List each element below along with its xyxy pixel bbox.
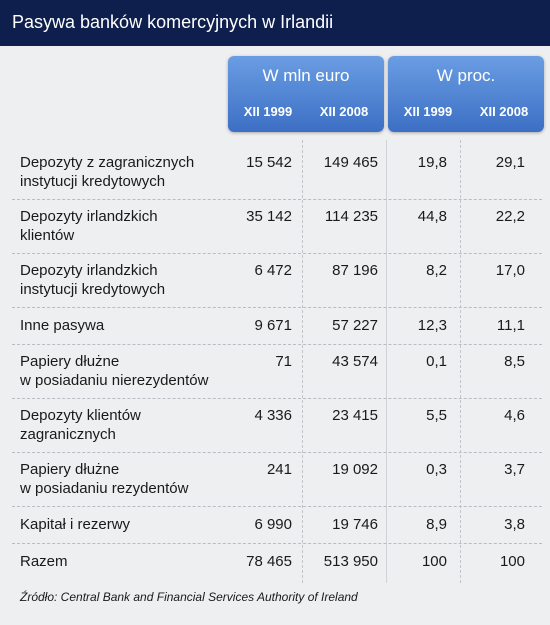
cell-value: 19 746 (332, 516, 378, 533)
row-separator (12, 543, 542, 544)
cell-value: 8,9 (426, 516, 447, 533)
cell-value: 78 465 (246, 553, 292, 570)
row-label: Kapitał i rezerwy (20, 516, 131, 533)
column-divider (386, 140, 387, 583)
row-label: Depozyty irlandzkich (20, 208, 158, 225)
row-separator (12, 307, 542, 308)
cell-value: 149 465 (323, 154, 378, 171)
cell-value: 17,0 (495, 262, 525, 279)
cell-value: 87 196 (332, 262, 378, 279)
cell-value: 0,1 (426, 353, 447, 370)
column-divider (302, 140, 303, 583)
cell-value: 100 (421, 553, 447, 570)
row-label: Inne pasywa (20, 317, 105, 334)
cell-value: 44,8 (417, 208, 447, 225)
cell-value: 23 415 (332, 407, 378, 424)
cell-value: 241 (266, 461, 292, 478)
row-label: klientów (20, 227, 75, 244)
cell-value: 0,3 (426, 461, 447, 478)
row-label: w posiadaniu nierezydentów (20, 372, 209, 389)
row-label: Depozyty irlandzkich (20, 262, 158, 279)
row-separator (12, 398, 542, 399)
cell-value: 9 671 (254, 317, 292, 334)
row-label: w posiadaniu rezydentów (20, 480, 189, 497)
row-label: instytucji kredytowych (20, 173, 166, 190)
row-label: Depozyty klientów (20, 407, 141, 424)
group-label: W proc. (436, 66, 496, 85)
cell-value: 5,5 (426, 407, 447, 424)
row-label: zagranicznych (20, 426, 116, 443)
title-bar: Pasywa banków komercyjnych w Irlandii (0, 0, 550, 46)
column-header: XII 1999 (403, 104, 453, 119)
cell-value: 19 092 (332, 461, 378, 478)
cell-value: 11,1 (496, 317, 525, 334)
title: Pasywa banków komercyjnych w Irlandii (12, 12, 334, 32)
cell-value: 100 (499, 553, 525, 570)
row-separator (12, 253, 542, 254)
row-separator (12, 344, 542, 345)
column-group: W proc. (388, 56, 544, 132)
cell-value: 3,7 (504, 461, 525, 478)
column-divider (460, 140, 461, 583)
row-separator (12, 199, 542, 200)
cell-value: 15 542 (246, 154, 292, 171)
cell-value: 43 574 (332, 353, 378, 370)
cell-value: 6 472 (254, 262, 292, 279)
row-label: Papiery dłużne (20, 461, 120, 478)
column-header: XII 1999 (243, 104, 293, 119)
row-separator (12, 506, 542, 507)
row-label: Depozyty z zagranicznych (20, 154, 195, 171)
row-separator (12, 452, 542, 453)
cell-value: 57 227 (332, 317, 378, 334)
cell-value: 29,1 (495, 154, 525, 171)
row-label: Papiery dłużne (20, 353, 120, 370)
row-label: Razem (20, 553, 68, 570)
cell-value: 35 142 (246, 208, 292, 225)
group-label: W mln euro (262, 66, 350, 85)
cell-value: 6 990 (254, 516, 292, 533)
cell-value: 19,8 (417, 154, 447, 171)
cell-value: 114 235 (324, 208, 378, 225)
row-label: instytucji kredytowych (20, 281, 166, 298)
cell-value: 4,6 (504, 407, 525, 424)
cell-value: 12,3 (417, 317, 447, 334)
cell-value: 71 (275, 353, 292, 370)
cell-value: 3,8 (504, 516, 525, 533)
column-header: XII 2008 (479, 104, 529, 119)
cell-value: 4 336 (254, 407, 292, 424)
source: Źródło: Central Bank and Financial Servi… (20, 590, 358, 604)
column-header: XII 2008 (319, 104, 369, 119)
cell-value: 22,2 (495, 208, 525, 225)
column-group: W mln euro (228, 56, 384, 132)
cell-value: 8,5 (504, 353, 525, 370)
cell-value: 513 950 (323, 553, 378, 570)
cell-value: 8,2 (426, 262, 447, 279)
